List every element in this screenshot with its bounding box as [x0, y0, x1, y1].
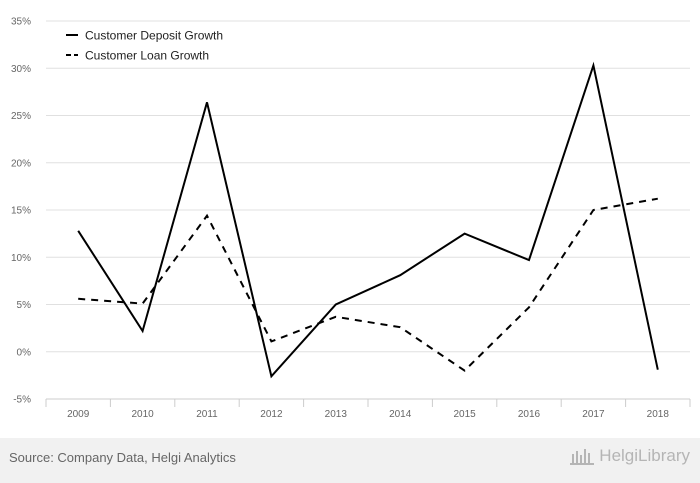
x-axis: 2009 2010 2011 2012 2013 2014 2015 2016 2017 2018 [45, 399, 691, 420]
series-line-deposit-growth [77, 61, 659, 379]
y-tick-label: -5% [13, 395, 31, 406]
plot-background [0, 0, 700, 438]
x-tick-label: 2010 [131, 409, 154, 420]
library-building-icon [570, 449, 595, 465]
legend: Customer Deposit Growth Customer Loan Gro… [66, 29, 223, 63]
legend-label: Customer Loan Growth [85, 49, 209, 63]
y-tick-label: 15% [11, 206, 31, 217]
helgi-library-logo[interactable]: HelgiLibrary [569, 446, 690, 466]
y-tick-label: 5% [17, 300, 32, 311]
x-tick-label: 2013 [325, 409, 348, 420]
series-line-loan-growth [78, 197, 658, 372]
series-lines [77, 61, 659, 379]
x-tick-label: 2017 [582, 409, 605, 420]
x-tick-label: 2018 [647, 409, 670, 420]
logo-text: HelgiLibrary [599, 446, 690, 465]
y-tick-label: 30% [11, 64, 31, 75]
legend-label: Customer Deposit Growth [85, 29, 223, 43]
y-tick-label: 20% [11, 158, 31, 169]
line-chart: -5%0%5%10%15%20%25%30%35% 2009 2010 2011 20… [0, 0, 700, 438]
source-note: Source: Company Data, Helgi Analytics [9, 450, 236, 465]
x-tick-label: 2011 [196, 409, 218, 420]
x-tick-label: 2015 [453, 409, 476, 420]
x-tick-label: 2016 [518, 409, 541, 420]
x-tick-label: 2012 [260, 409, 283, 420]
y-tick-label: 0% [17, 347, 32, 358]
y-tick-label: 25% [11, 111, 31, 122]
gridlines [46, 20, 690, 400]
y-tick-label: 35% [11, 17, 31, 28]
footer: Source: Company Data, Helgi Analytics He… [0, 438, 700, 483]
y-axis-ticks: -5% 0% 5% 10% 15% 20% 25% 30% 35% [11, 17, 31, 406]
x-tick-label: 2009 [67, 409, 90, 420]
x-tick-label: 2014 [389, 409, 412, 420]
y-tick-label: 10% [11, 253, 31, 264]
